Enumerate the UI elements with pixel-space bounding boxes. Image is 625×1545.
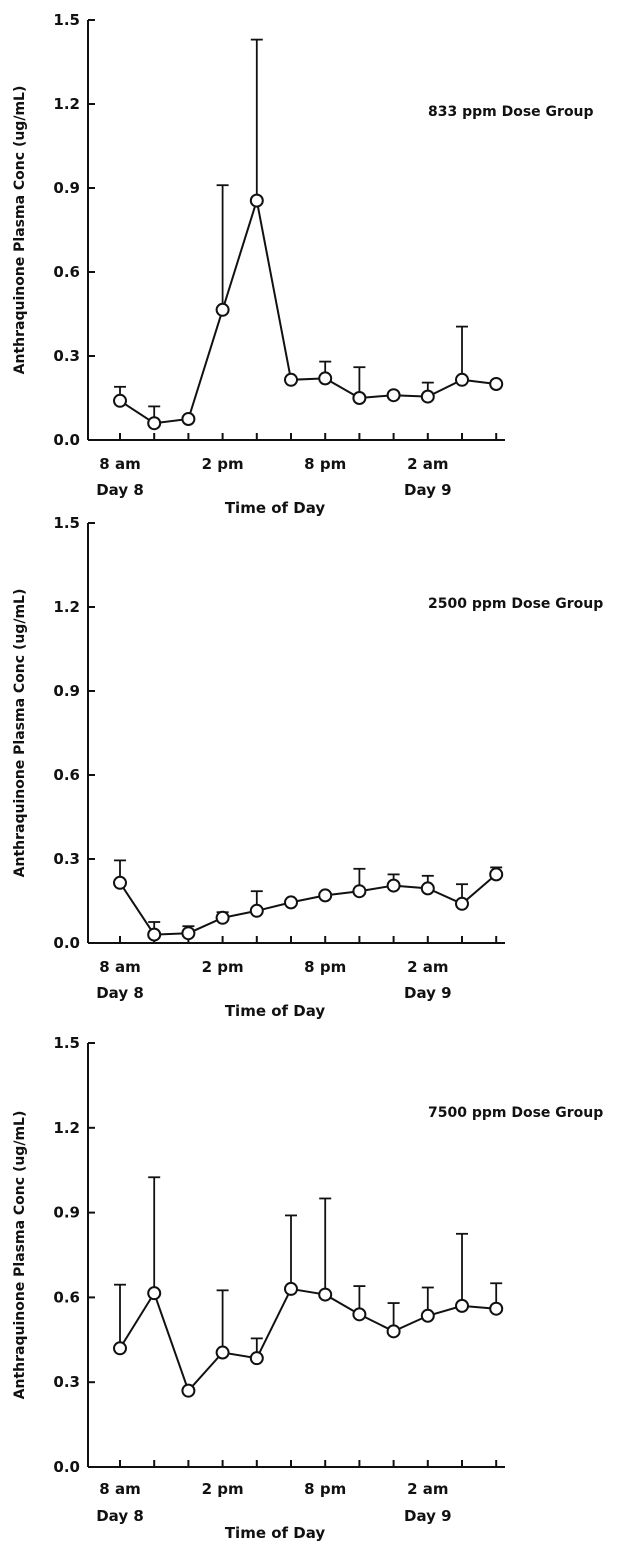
y-tick-label: 0.3 xyxy=(53,1373,80,1391)
y-tick-label: 0.0 xyxy=(53,1458,80,1476)
data-point xyxy=(352,884,367,899)
x-tick-sublabel: Day 9 xyxy=(404,984,452,1002)
y-tick-label: 1.5 xyxy=(53,514,80,532)
data-point xyxy=(147,1286,162,1301)
data-point xyxy=(352,1307,367,1322)
y-axis-title: Anthraquinone Plasma Conc (ug/mL) xyxy=(12,589,28,878)
data-point xyxy=(113,875,127,890)
data-point xyxy=(249,903,264,918)
data-point xyxy=(420,881,435,896)
data-point xyxy=(215,302,230,317)
y-tick-label: 0.3 xyxy=(53,850,80,868)
y-tick-label: 0.9 xyxy=(53,1204,80,1222)
data-point xyxy=(113,393,127,408)
data-point xyxy=(284,372,298,387)
x-tick-label: 8 pm xyxy=(304,958,346,976)
y-tick-label: 0.6 xyxy=(53,766,80,784)
data-point xyxy=(215,910,230,925)
data-point xyxy=(386,1324,401,1339)
x-tick-label: 8 am xyxy=(99,1480,140,1498)
data-point xyxy=(318,371,333,386)
dose-group-annotation: 7500 ppm Dose Group xyxy=(428,1105,603,1121)
chart-panel-2: 0.0 0.3 0.6 0.9 1.2 1.5 8 am Day 8 2 pm 8 pm 2 am D… xyxy=(12,514,603,1020)
data-point xyxy=(386,388,401,403)
series-line xyxy=(119,1287,497,1393)
y-tick-label: 0.0 xyxy=(53,934,80,952)
data-point xyxy=(181,1383,196,1398)
data-point xyxy=(284,895,298,910)
y-tick-label: 1.2 xyxy=(53,1119,80,1137)
y-tick-label: 0.3 xyxy=(53,347,80,365)
dose-group-annotation: 833 ppm Dose Group xyxy=(428,104,594,120)
x-axis-title: Time of Day xyxy=(225,1524,326,1542)
y-tick-label: 0.9 xyxy=(53,179,80,197)
data-point xyxy=(352,391,367,405)
x-tick-label: 8 am xyxy=(99,455,140,473)
data-point xyxy=(181,926,196,941)
y-tick-label: 0.6 xyxy=(53,263,80,281)
x-tick-sublabel: Day 8 xyxy=(96,1507,144,1525)
x-tick-sublabel: Day 8 xyxy=(96,481,144,499)
x-tick-label: 8 pm xyxy=(304,455,346,473)
x-tick-label: 2 am xyxy=(407,1480,448,1498)
y-tick-label: 1.5 xyxy=(53,1034,80,1052)
data-point xyxy=(489,377,504,391)
dose-group-annotation: 2500 ppm Dose Group xyxy=(428,596,603,612)
series-line xyxy=(119,873,497,936)
chart-panel-3: 0.0 0.3 0.6 0.9 1.2 1.5 8 am Day 8 2 pm 8 pm 2 am D… xyxy=(12,1034,603,1542)
data-point xyxy=(455,372,469,387)
x-tick-label: 2 pm xyxy=(202,1480,244,1498)
chart-panel-1: 0.0 0.3 0.6 0.9 1.2 1.5 8 am Day 8 2 pm 8 pm 2 am D… xyxy=(12,11,594,517)
data-point xyxy=(455,896,469,911)
x-tick-label: 2 am xyxy=(407,455,448,473)
data-point xyxy=(284,1281,298,1296)
x-tick-label: 8 pm xyxy=(304,1480,346,1498)
data-point xyxy=(249,1351,264,1366)
data-point xyxy=(420,1308,435,1323)
data-point xyxy=(455,1298,469,1313)
data-point xyxy=(318,1287,333,1302)
data-point xyxy=(113,1341,127,1356)
data-point xyxy=(489,1301,504,1316)
x-tick-label: 2 pm xyxy=(202,958,244,976)
data-point xyxy=(147,416,162,431)
y-axis-title: Anthraquinone Plasma Conc (ug/mL) xyxy=(12,86,28,375)
x-tick-sublabel: Day 9 xyxy=(404,481,452,499)
y-tick-label: 0.6 xyxy=(53,1288,80,1306)
y-tick-label: 1.5 xyxy=(53,11,80,29)
x-tick-label: 2 pm xyxy=(202,455,244,473)
y-tick-label: 1.2 xyxy=(53,95,80,113)
data-point xyxy=(249,193,264,208)
y-tick-label: 0.9 xyxy=(53,682,80,700)
x-tick-sublabel: Day 8 xyxy=(96,984,144,1002)
series-line xyxy=(119,200,497,425)
data-point xyxy=(215,1345,230,1360)
y-tick-label: 0.0 xyxy=(53,431,80,449)
x-tick-label: 2 am xyxy=(407,958,448,976)
data-point xyxy=(420,389,435,404)
data-point xyxy=(181,412,196,426)
x-axis-title: Time of Day xyxy=(225,499,326,517)
x-tick-label: 8 am xyxy=(99,958,140,976)
y-axis-title: Anthraquinone Plasma Conc (ug/mL) xyxy=(12,1111,28,1400)
x-tick-sublabel: Day 9 xyxy=(404,1507,452,1525)
data-point xyxy=(489,867,504,882)
data-point xyxy=(147,927,162,942)
data-point xyxy=(386,878,401,893)
x-axis-title: Time of Day xyxy=(225,1002,326,1020)
y-tick-label: 1.2 xyxy=(53,598,80,616)
data-point xyxy=(318,888,333,903)
